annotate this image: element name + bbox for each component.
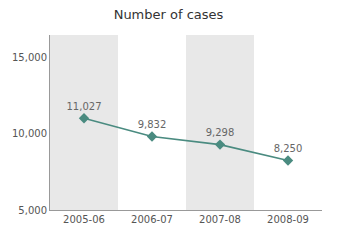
svg-text:8,250: 8,250 — [274, 143, 303, 154]
svg-text:2008-09: 2008-09 — [267, 214, 309, 225]
svg-text:2007-08: 2007-08 — [199, 214, 241, 225]
svg-text:2005-06: 2005-06 — [63, 214, 105, 225]
svg-text:9,832: 9,832 — [138, 119, 167, 130]
svg-text:15,000: 15,000 — [12, 52, 47, 63]
svg-text:2006-07: 2006-07 — [131, 214, 173, 225]
svg-text:10,000: 10,000 — [12, 128, 47, 139]
svg-text:Number of cases: Number of cases — [114, 7, 224, 22]
svg-text:9,298: 9,298 — [206, 127, 235, 138]
svg-text:5,000: 5,000 — [18, 205, 47, 216]
svg-text:11,027: 11,027 — [67, 101, 102, 112]
